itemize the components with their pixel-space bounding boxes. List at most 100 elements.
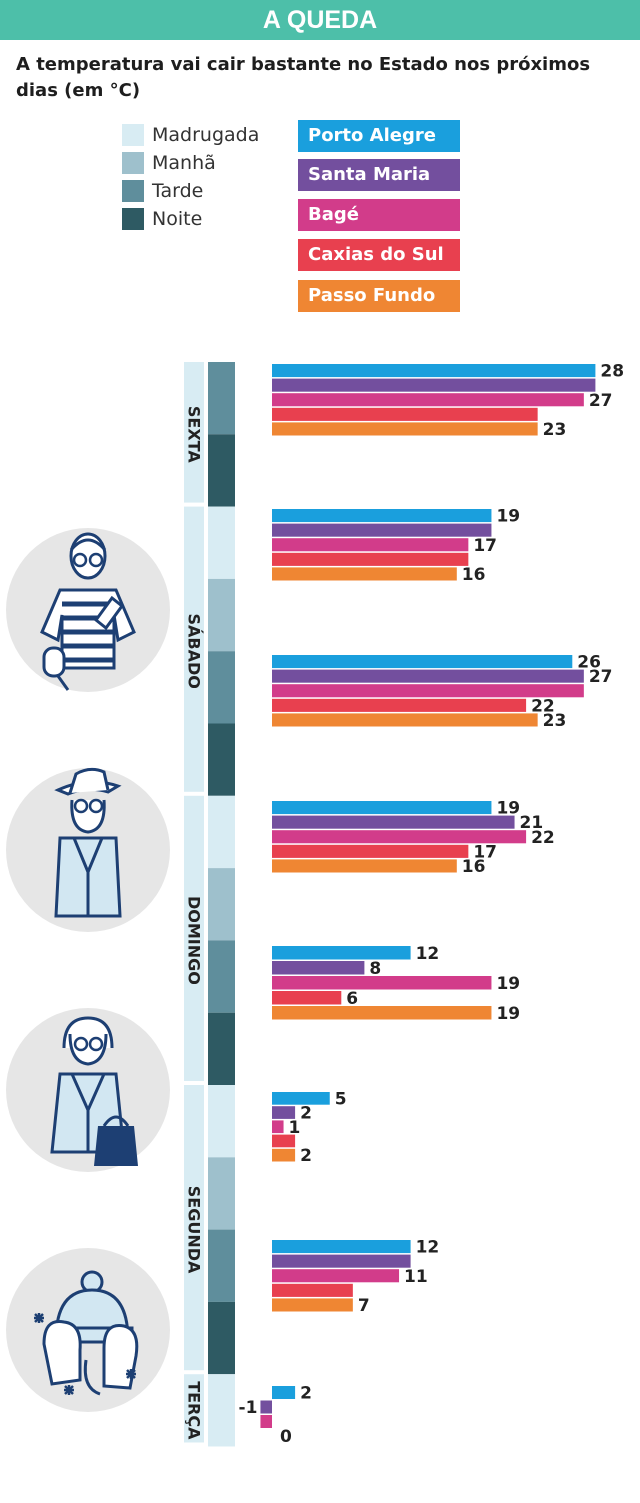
winter-hat-mittens-icon (6, 1248, 170, 1412)
city-legend-caxias-do-sul: Caxias do Sul (298, 239, 460, 271)
period-cell-domingo-tarde (208, 940, 235, 1013)
period-cell-domingo-madrugada (208, 795, 235, 869)
hat-person-icon (6, 767, 170, 932)
bar-5-santa-maria (272, 1106, 296, 1119)
bar-3-porto-alegre (272, 801, 492, 815)
bar-3-passo-fundo (272, 859, 457, 873)
day-band-terca (184, 1374, 204, 1443)
city-legend-santa-maria: Santa Maria (298, 159, 460, 191)
period-cell-sexta-noite (208, 434, 235, 507)
period-cell-sabado-tarde (208, 651, 235, 724)
bar-2-porto-alegre (272, 655, 573, 669)
city-legend-porto-alegre: Porto Alegre (298, 120, 460, 152)
city-legend-bage: Bagé (298, 199, 460, 231)
bar-1-caxias-do-sul (272, 552, 469, 566)
bar-3-bage (272, 830, 527, 844)
bar-6-caxias-do-sul (272, 1283, 353, 1297)
period-cell-domingo-manha (208, 868, 235, 941)
period-cell-domingo-noite (208, 1012, 235, 1085)
value-label-2-porto-alegre: 26 (577, 653, 601, 673)
day-band-domingo (184, 795, 204, 1081)
bar-5-bage (272, 1120, 284, 1134)
value-label-1-bage: 17 (473, 536, 497, 556)
value-label-7-santa-maria: -1 (239, 1398, 258, 1418)
value-label-3-porto-alegre: 19 (496, 799, 520, 819)
bar-2-passo-fundo (272, 713, 538, 727)
bar-0-caxias-do-sul (272, 407, 538, 421)
value-label-1-porto-alegre: 19 (496, 507, 520, 527)
value-label-5-passo-fundo: 2 (300, 1146, 312, 1166)
value-label-5-bage: 1 (289, 1118, 301, 1138)
bar-2-bage (272, 684, 584, 698)
period-cell-sabado-manha (208, 578, 235, 652)
bar-2-santa-maria (272, 669, 584, 683)
period-cell-segunda-tarde (208, 1229, 235, 1302)
period-cell-segunda-noite (208, 1301, 235, 1375)
value-label-4-caxias-do-sul: 6 (346, 989, 358, 1009)
bar-1-santa-maria (272, 523, 492, 537)
bar-4-bage (272, 976, 492, 990)
coat-bag-person-icon (6, 1008, 170, 1172)
bar-6-passo-fundo (272, 1298, 353, 1312)
bar-1-bage (272, 538, 469, 552)
period-swatch-tarde (122, 180, 144, 202)
value-label-2-passo-fundo: 23 (543, 711, 567, 731)
value-label-2-caxias-do-sul: 22 (531, 696, 555, 716)
value-label-3-caxias-do-sul: 17 (473, 842, 497, 862)
day-band-sexta (184, 362, 204, 503)
bar-3-santa-maria (272, 815, 515, 829)
bar-2-caxias-do-sul (272, 698, 527, 712)
snowflake-icon (34, 1313, 136, 1395)
bar-6-bage (272, 1269, 400, 1283)
bar-6-porto-alegre (272, 1240, 411, 1254)
value-label-7-caxias-do-sul: 0 (280, 1427, 292, 1447)
value-label-4-passo-fundo: 19 (496, 1004, 520, 1024)
day-band-sabado (184, 506, 204, 792)
bar-5-caxias-do-sul (272, 1134, 296, 1148)
period-cell-segunda-madrugada (208, 1085, 235, 1158)
value-label-1-passo-fundo: 16 (462, 565, 486, 585)
value-label-0-porto-alegre: 28 (600, 362, 624, 382)
value-label-4-porto-alegre: 12 (416, 944, 440, 964)
value-label-0-bage: 27 (589, 391, 613, 411)
period-cell-sabado-madrugada (208, 506, 235, 579)
value-label-6-bage: 11 (404, 1267, 428, 1287)
bar-4-passo-fundo (272, 1006, 492, 1020)
summer-person-icon (6, 528, 170, 692)
title-bar (0, 0, 640, 40)
period-swatch-madrugada (122, 124, 144, 146)
value-label-2-santa-maria: 27 (589, 667, 613, 687)
bar-3-caxias-do-sul (272, 844, 469, 858)
day-label-domingo: DOMINGO (185, 896, 204, 985)
bar-7-santa-maria (260, 1400, 272, 1414)
period-swatch-noite (122, 208, 144, 230)
bars-layer: 2827231917162627222319212217161281961952… (239, 362, 625, 1447)
day-label-segunda: SEGUNDA (185, 1186, 204, 1274)
value-label-3-santa-maria: 21 (520, 813, 544, 833)
bar-0-porto-alegre (272, 364, 596, 378)
day-band-segunda (184, 1085, 204, 1371)
bar-1-porto-alegre (272, 509, 492, 523)
day-label-sexta: SEXTA (185, 406, 204, 463)
bar-0-bage (272, 393, 584, 407)
value-label-6-passo-fundo: 7 (358, 1296, 370, 1316)
value-label-4-santa-maria: 8 (369, 959, 381, 979)
value-label-0-passo-fundo: 23 (543, 420, 567, 440)
period-label-tarde: Tarde (152, 180, 204, 202)
bar-7-porto-alegre (272, 1386, 296, 1399)
bar-0-santa-maria (272, 378, 596, 392)
bar-6-santa-maria (272, 1254, 411, 1268)
value-label-3-bage: 22 (531, 828, 555, 848)
period-swatch-manha (122, 152, 144, 174)
period-cell-sabado-noite (208, 723, 235, 796)
value-label-6-porto-alegre: 12 (416, 1238, 440, 1258)
icons-layer (6, 528, 170, 1412)
period-label-madrugada: Madrugada (152, 124, 260, 146)
city-legend-passo-fundo: Passo Fundo (298, 280, 460, 312)
bar-4-santa-maria (272, 961, 365, 975)
day-label-terca: TERÇA (185, 1381, 204, 1440)
period-cell-sexta-tarde (208, 362, 235, 435)
period-cell-terca-madrugada (208, 1374, 235, 1447)
bar-5-porto-alegre (272, 1092, 330, 1105)
